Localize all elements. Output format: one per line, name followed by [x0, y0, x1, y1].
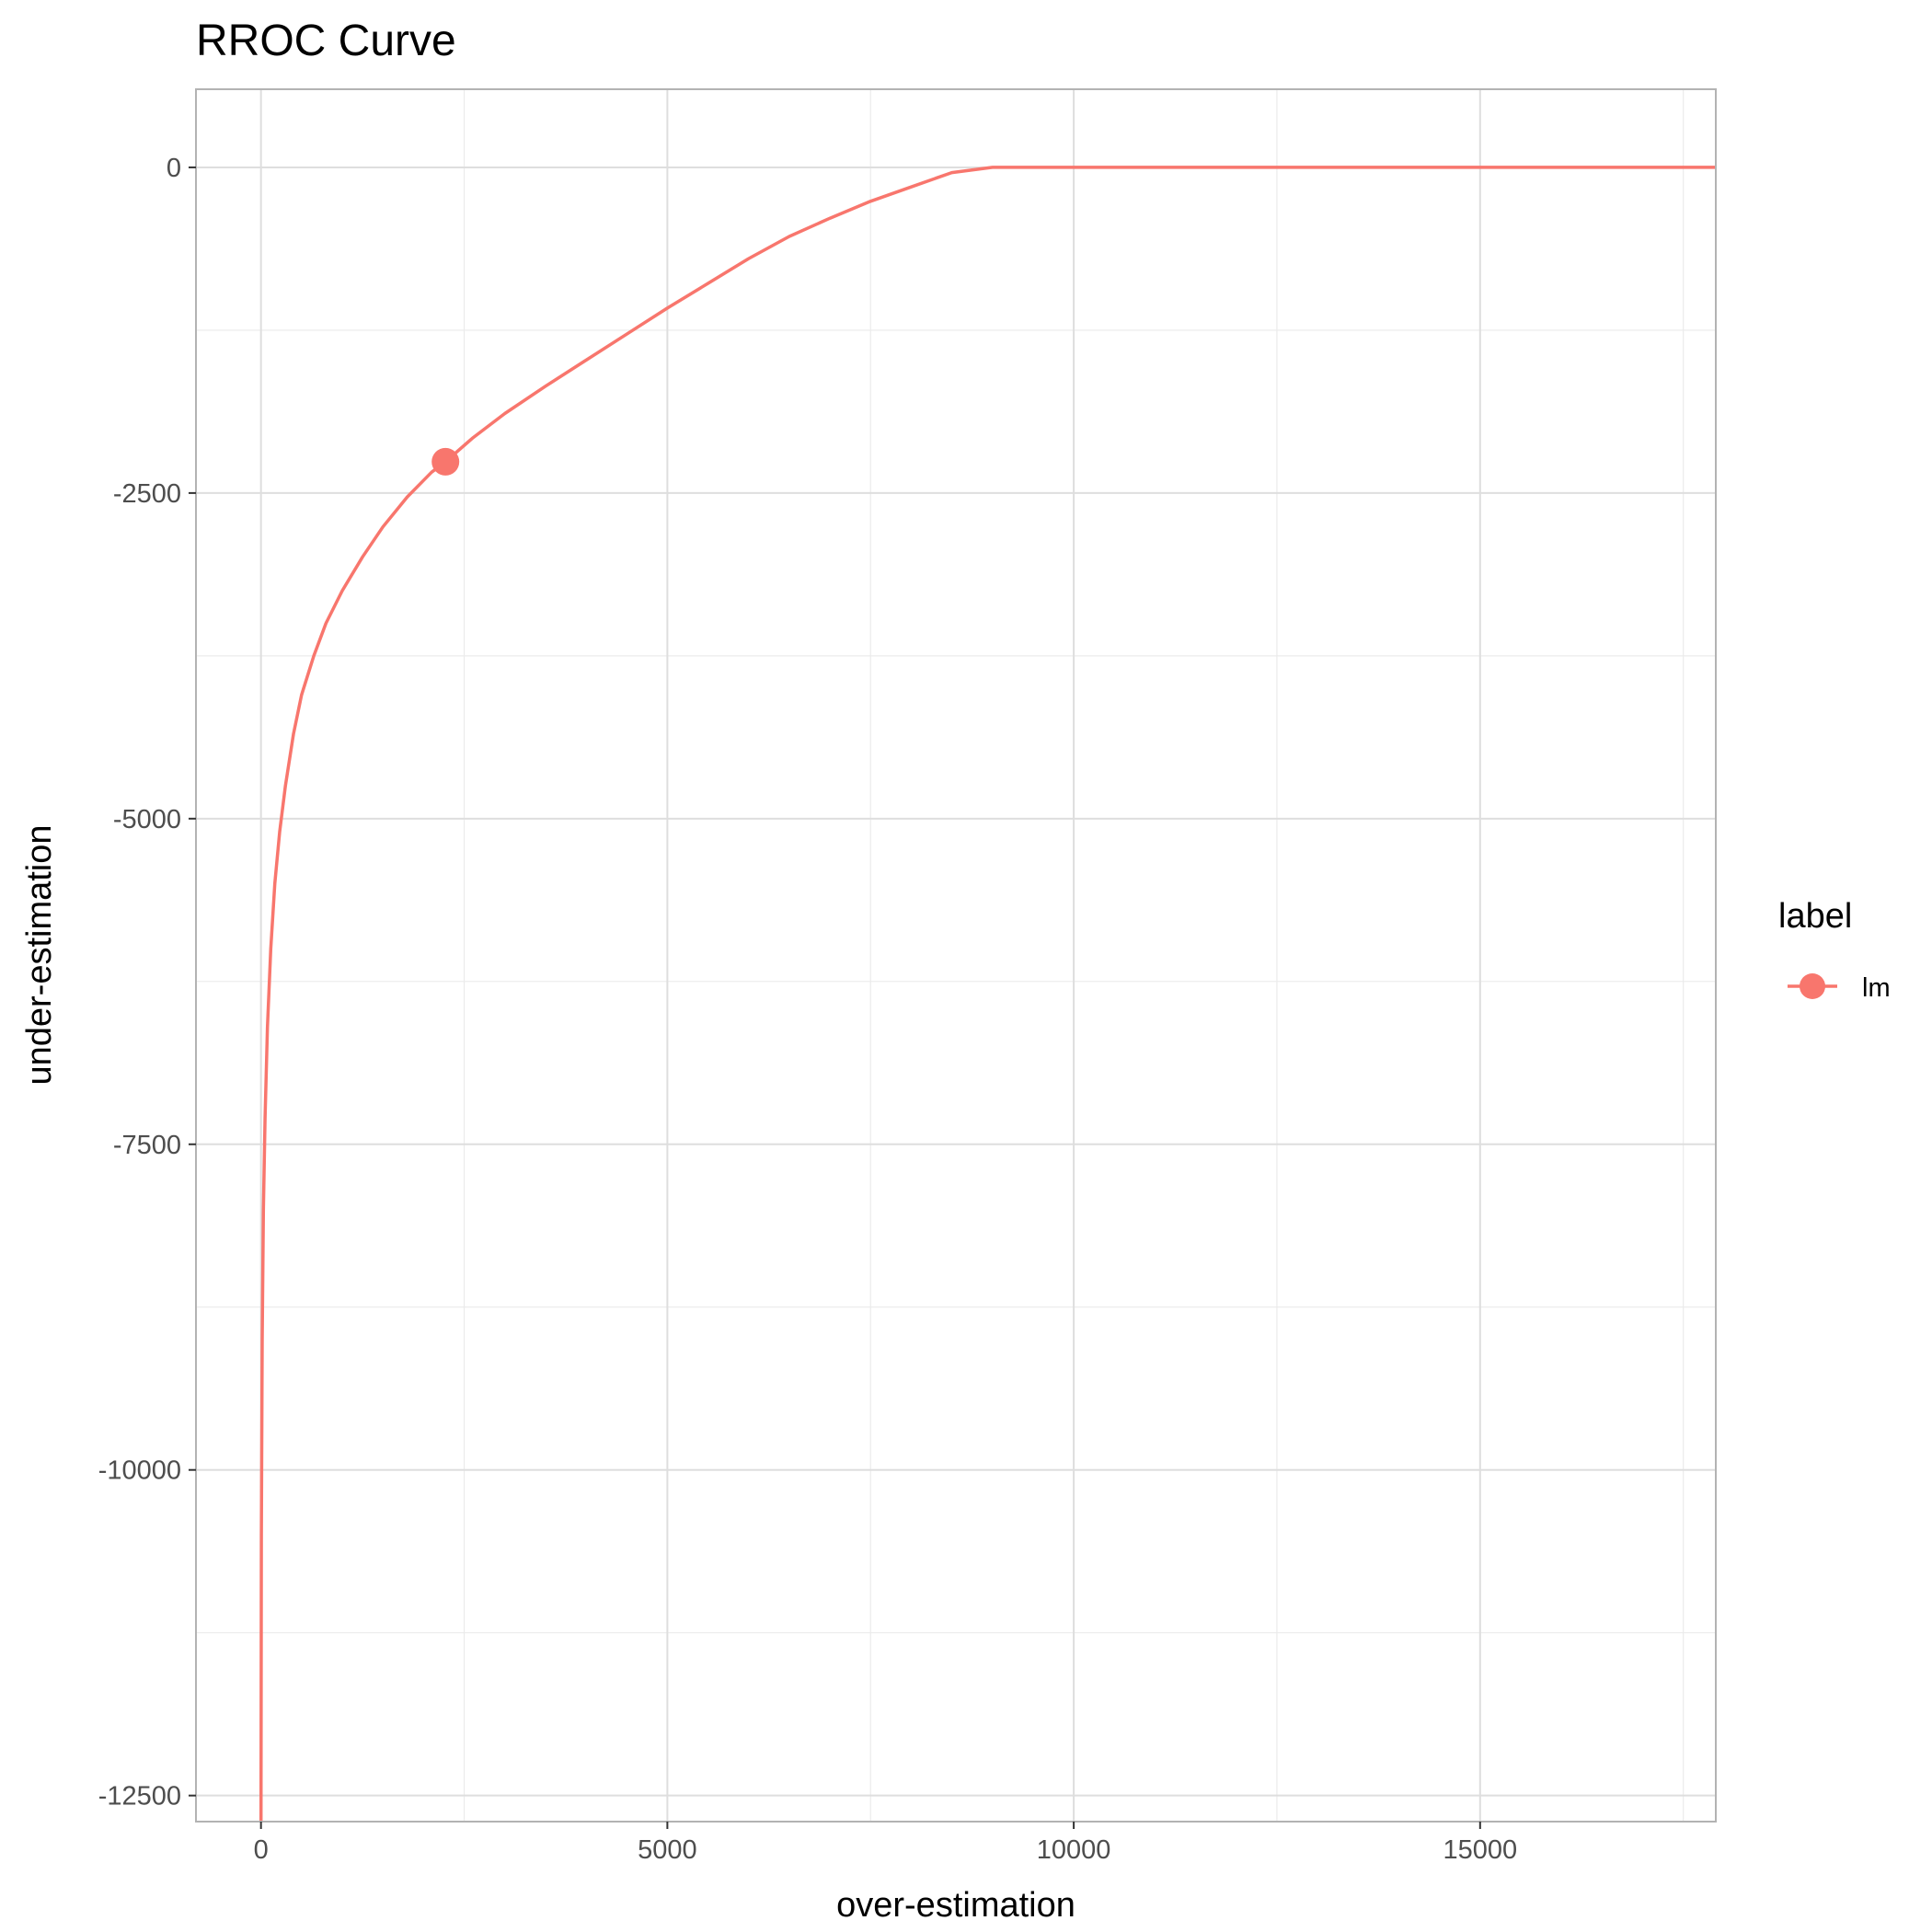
legend-key-point [1800, 973, 1825, 999]
y-tick-label: -10000 [98, 1456, 181, 1486]
y-tick-label: -2500 [113, 479, 181, 509]
legend-title: label [1778, 897, 1852, 936]
y-tick-label: -12500 [98, 1782, 181, 1811]
x-tick-label: 5000 [638, 1835, 697, 1865]
x-axis-title: over-estimation [836, 1886, 1075, 1925]
y-tick-label: 0 [167, 154, 181, 183]
plot-panel [196, 89, 1716, 1822]
minor-gridlines [196, 89, 1716, 1822]
y-tick-label: -7500 [113, 1131, 181, 1160]
x-tick-label: 15000 [1443, 1835, 1517, 1865]
data-point-lm [431, 447, 460, 476]
plot-border [195, 88, 1717, 1823]
x-axis-ticks: 0 5000 10000 15000 [254, 1822, 1517, 1865]
series-line-lm [259, 166, 1716, 1823]
y-tick-label: -5000 [113, 805, 181, 834]
chart-title: RROC Curve [196, 17, 456, 65]
x-tick-label: 0 [254, 1835, 269, 1865]
y-axis-ticks: 0 -2500 -5000 -7500 -10000 -12500 [98, 154, 196, 1811]
x-tick-label: 10000 [1037, 1835, 1111, 1865]
data-layer [259, 166, 1716, 1823]
legend: label lm [1778, 897, 1891, 1003]
y-axis-title: under-estimation [20, 824, 59, 1085]
legend-label-lm: lm [1862, 973, 1891, 1003]
